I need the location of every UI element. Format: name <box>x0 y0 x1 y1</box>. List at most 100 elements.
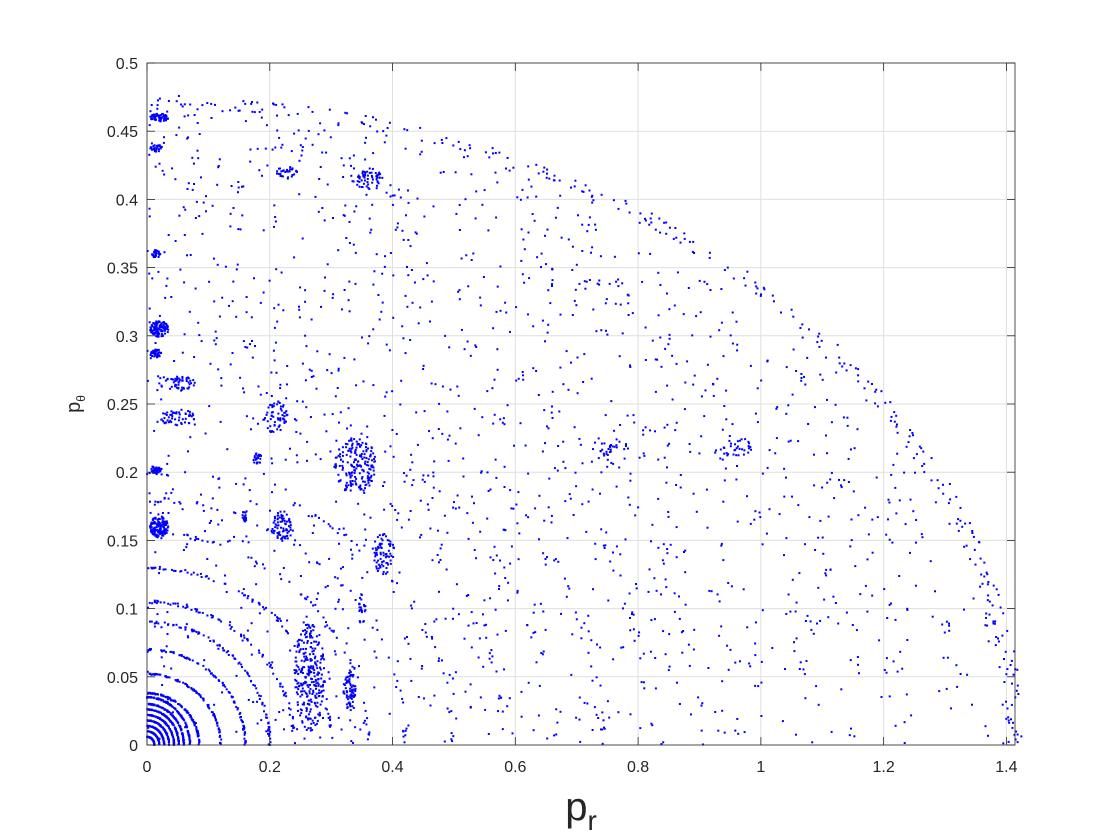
data-point <box>303 660 306 663</box>
data-point <box>272 521 275 524</box>
data-point <box>400 379 403 382</box>
data-point <box>358 472 361 475</box>
data-point <box>364 528 367 531</box>
data-point <box>829 568 832 571</box>
data-point <box>411 461 414 464</box>
data-point <box>409 245 412 248</box>
data-point <box>556 206 559 209</box>
data-point <box>345 676 348 679</box>
data-point <box>365 450 368 453</box>
data-point <box>275 619 278 622</box>
data-point <box>371 547 374 550</box>
data-point <box>307 686 310 689</box>
data-point <box>325 708 328 711</box>
data-point <box>684 571 687 574</box>
data-point <box>277 512 279 515</box>
data-point <box>153 526 156 529</box>
data-point <box>236 707 239 710</box>
data-point <box>695 510 698 513</box>
data-point <box>181 351 184 354</box>
data-point <box>292 504 295 507</box>
data-point <box>659 284 662 286</box>
data-point <box>814 406 816 409</box>
data-point <box>179 268 182 271</box>
data-point <box>160 116 163 119</box>
data-point <box>351 446 354 449</box>
data-point <box>207 636 210 639</box>
data-point <box>157 693 160 696</box>
data-point <box>381 534 384 537</box>
data-point <box>735 447 738 450</box>
data-point <box>644 219 647 222</box>
data-point <box>442 171 445 173</box>
data-point <box>296 682 299 685</box>
data-point <box>551 390 554 393</box>
data-point <box>826 398 828 401</box>
data-point <box>406 266 408 268</box>
data-point <box>210 672 212 675</box>
data-point <box>337 249 340 252</box>
data-point <box>155 602 158 605</box>
data-point <box>633 421 636 424</box>
data-point <box>620 646 623 649</box>
data-point <box>224 265 227 268</box>
data-point <box>187 182 190 185</box>
data-point <box>351 557 354 560</box>
data-point <box>208 280 211 283</box>
data-point <box>494 608 497 611</box>
data-point <box>465 254 468 257</box>
data-point <box>153 726 156 729</box>
data-point <box>302 641 305 644</box>
data-point <box>522 374 524 377</box>
data-point <box>441 142 444 144</box>
data-point <box>175 718 178 721</box>
data-point <box>177 711 180 714</box>
data-point <box>153 353 156 356</box>
data-point <box>331 527 334 530</box>
data-point <box>567 388 570 391</box>
data-point <box>151 114 154 116</box>
data-point <box>278 617 281 620</box>
data-point <box>345 446 348 449</box>
data-point <box>486 390 489 393</box>
data-point <box>503 668 505 671</box>
data-point <box>506 404 509 407</box>
data-point <box>805 660 808 662</box>
data-point <box>254 453 257 456</box>
data-point <box>272 672 275 675</box>
data-point <box>295 670 298 673</box>
data-point <box>161 706 164 709</box>
data-point <box>269 665 272 668</box>
data-point <box>272 530 275 532</box>
data-point <box>178 743 180 746</box>
data-point <box>353 461 355 464</box>
data-point <box>351 705 354 708</box>
data-point <box>819 519 822 522</box>
data-point <box>987 594 990 597</box>
data-point <box>361 458 364 460</box>
data-point <box>556 721 559 724</box>
data-point <box>444 334 447 337</box>
data-point <box>322 653 324 656</box>
data-point <box>922 450 925 453</box>
data-point <box>404 147 407 150</box>
data-point <box>152 322 155 324</box>
data-point <box>173 707 176 710</box>
data-point <box>537 714 540 717</box>
data-point <box>375 187 378 190</box>
data-point <box>376 180 379 183</box>
data-point <box>158 314 161 317</box>
data-point <box>1017 693 1020 695</box>
data-point <box>295 691 298 694</box>
data-point <box>369 453 372 456</box>
data-point <box>169 704 172 707</box>
data-point <box>362 380 365 383</box>
data-point <box>603 726 605 729</box>
data-point <box>188 734 191 736</box>
data-point <box>987 581 990 583</box>
data-point <box>294 660 297 663</box>
data-point <box>600 193 603 196</box>
data-point <box>606 454 609 456</box>
data-point <box>723 731 726 734</box>
data-point <box>564 500 567 503</box>
